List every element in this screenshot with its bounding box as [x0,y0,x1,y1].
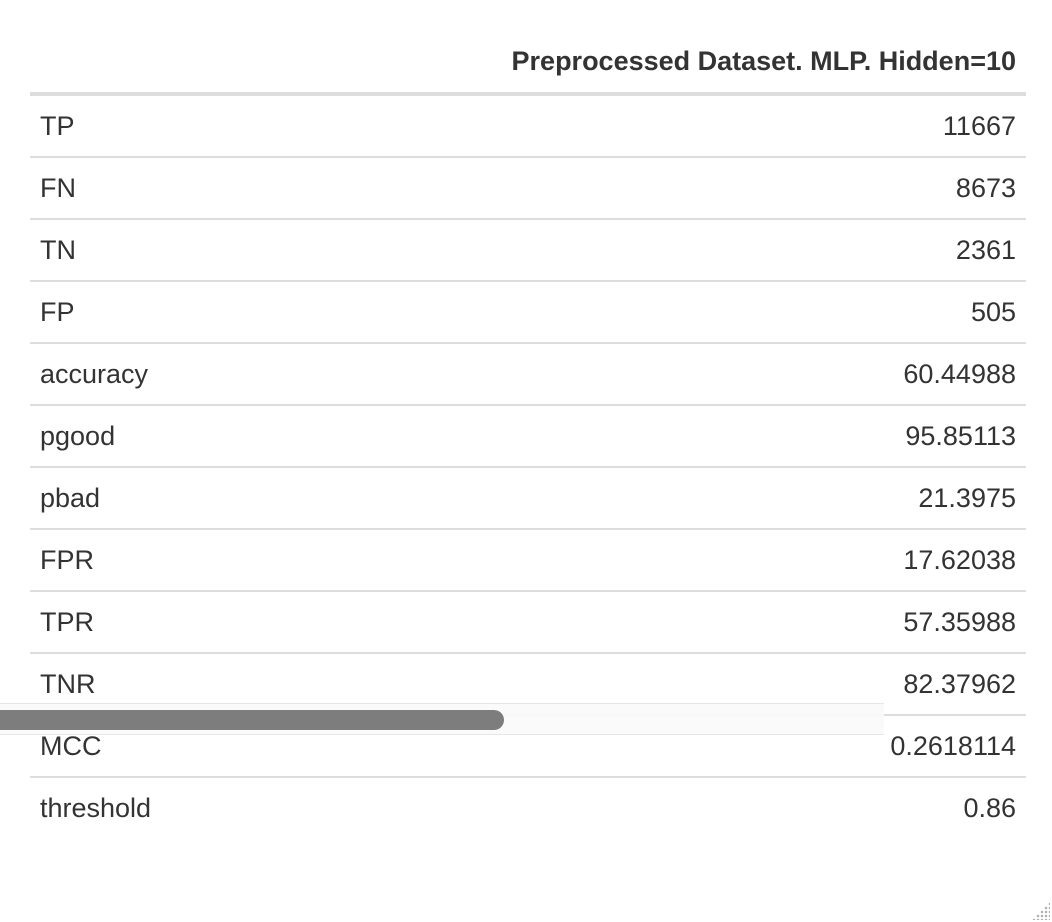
row-label: pbad [30,467,230,530]
value-column-header: Preprocessed Dataset. MLP. Hidden=10 [229,30,1026,96]
row-value: 21.3975 [229,467,1026,530]
table-row: pgood 95.85113 [30,405,1026,468]
table-row: pbad 21.3975 [30,467,1026,530]
horizontal-scrollbar[interactable] [0,703,884,735]
row-value: 505 [229,281,1026,344]
row-label: FPR [30,529,230,592]
table-row: FP 505 [30,281,1026,344]
row-value: 57.35988 [229,591,1026,654]
table-row: TPR 57.35988 [30,591,1026,654]
row-label: TPR [30,591,230,654]
row-label: accuracy [30,343,230,406]
row-label: FP [30,281,230,344]
table-header-row: Preprocessed Dataset. MLP. Hidden=10 [30,30,1026,96]
row-value: 0.86 [963,792,1016,823]
table-row: accuracy 60.44988 [30,343,1026,406]
row-value: 17.62038 [229,529,1026,592]
row-label: TN [30,219,230,282]
horizontal-scrollbar-thumb[interactable] [0,710,504,730]
row-value: 60.44988 [229,343,1026,406]
table-row: FN 8673 [30,157,1026,220]
row-label: TP [30,94,230,158]
table-row: TN 2361 [30,219,1026,282]
table-row: FPR 17.62038 [30,529,1026,592]
table-row: threshold 0.86 [30,777,1026,838]
row-value: 11667 [229,94,1026,158]
row-value: 95.85113 [229,405,1026,468]
row-value: 2361 [229,219,1026,282]
row-label: pgood [30,405,230,468]
row-label: threshold [40,792,152,823]
row-label: FN [30,157,230,220]
label-column-header [30,30,230,96]
table-row: TP 11667 [30,94,1026,158]
resize-grip-icon[interactable] [1032,902,1050,920]
row-value: 8673 [229,157,1026,220]
